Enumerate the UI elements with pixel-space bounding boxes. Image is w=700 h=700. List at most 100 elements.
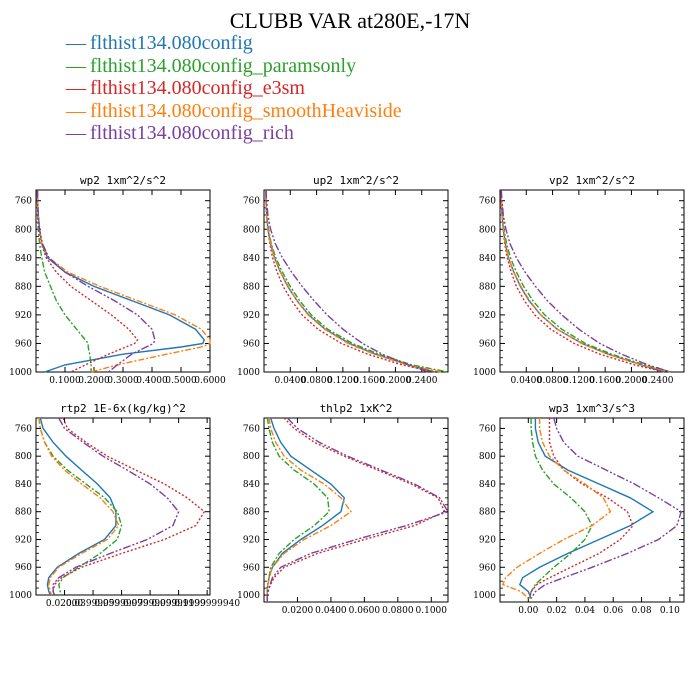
x-tick-label: 0.1200 — [327, 376, 359, 386]
x-tick-label: 0.0200 — [282, 606, 314, 616]
y-tick-label: 880 — [479, 282, 496, 292]
series-line — [38, 417, 120, 596]
x-tick-label: 0.00 — [518, 606, 538, 616]
plot-frame — [263, 417, 449, 603]
legend-line-icon: — — [66, 32, 86, 54]
y-tick-label: 920 — [15, 311, 32, 321]
y-tick-label: 840 — [15, 480, 32, 490]
y-tick-label: 840 — [243, 254, 260, 264]
y-tick-label: 960 — [243, 339, 260, 349]
series-line — [529, 418, 593, 599]
legend-label: flthist134.080config_smoothHeaviside — [90, 99, 402, 122]
x-tick-label: 0.2400 — [642, 376, 674, 386]
legend-entry: — flthist134.080config — [66, 32, 402, 55]
y-tick-label: 920 — [479, 311, 496, 321]
y-tick-label: 960 — [15, 563, 32, 573]
y-tick-label: 880 — [479, 508, 496, 518]
panel-title: wp3 1xm^3/s^3 — [549, 402, 635, 415]
x-tick-label: 0.09999999 — [151, 599, 206, 609]
plot-frame — [35, 189, 211, 373]
x-tick-label: 0.1199999940 — [174, 599, 240, 609]
x-tick-label: 0.08 — [632, 606, 652, 616]
y-tick-label: 800 — [243, 452, 260, 462]
series-line — [38, 417, 123, 596]
x-tick-label: 0.0600 — [349, 606, 381, 616]
y-tick-label: 760 — [243, 424, 260, 434]
series-line — [265, 190, 436, 373]
legend-line-icon: — — [66, 54, 86, 77]
legend-label: flthist134.080config_e3sm — [90, 77, 305, 99]
series-line — [265, 189, 429, 373]
y-tick-label: 960 — [479, 339, 496, 349]
legend-label: flthist134.080config — [90, 32, 253, 54]
x-tick-label: 0.2000 — [380, 376, 412, 386]
y-tick-label: 1000 — [473, 591, 496, 601]
panel-6: wp3 1xm^3/s^3 760 800 840 880 920 960 1000 0.00 0… — [473, 402, 685, 616]
panel-title: up2 1xm^2/s^2 — [313, 174, 399, 187]
y-tick-label: 880 — [15, 508, 32, 518]
panel-title: thlp2 1xK^2 — [320, 402, 393, 415]
panel-title: vp2 1xm^2/s^2 — [549, 174, 635, 187]
legend-label: flthist134.080config_rich — [90, 122, 294, 144]
legend-entry: — flthist134.080config_rich — [66, 122, 402, 145]
plot-frame — [499, 417, 685, 603]
panel-3: vp2 1xm^2/s^2 760 800 840 880 920 960 1000 0.040… — [473, 174, 685, 386]
x-tick-label: 0.1000 — [49, 376, 81, 386]
legend-label: flthist134.080config_paramsonly — [90, 54, 357, 77]
legend-entry: — flthist134.080config_paramsonly — [66, 55, 402, 78]
x-tick-label: 0.05999999 — [94, 599, 149, 609]
series-line — [36, 190, 92, 372]
y-tick-label: 760 — [15, 424, 32, 434]
y-tick-label: 1000 — [9, 591, 32, 601]
series-line — [36, 190, 205, 373]
x-tick-label: 0.0800 — [382, 606, 414, 616]
series-line — [500, 190, 665, 373]
series-line — [36, 190, 156, 373]
x-tick-label: 0.02000 — [46, 599, 83, 609]
series-line — [265, 190, 442, 373]
x-tick-label: 0.07999999 — [123, 599, 178, 609]
y-tick-label: 800 — [479, 452, 496, 462]
x-tick-label: 0.0800 — [301, 376, 333, 386]
legend-line-icon: — — [66, 77, 86, 99]
x-tick-label: 0.1600 — [589, 376, 621, 386]
series-line — [518, 418, 655, 599]
y-tick-label: 840 — [479, 254, 496, 264]
series-line — [529, 418, 634, 599]
y-tick-label: 800 — [15, 452, 32, 462]
y-tick-label: 1000 — [237, 591, 260, 601]
y-tick-label: 800 — [15, 225, 32, 235]
series-line — [36, 190, 139, 373]
y-tick-label: 960 — [479, 563, 496, 573]
plot-frame — [499, 189, 685, 373]
y-tick-label: 800 — [243, 225, 260, 235]
series-line — [266, 417, 450, 602]
y-tick-label: 880 — [243, 508, 260, 518]
y-tick-label: 760 — [15, 197, 32, 207]
legend: — flthist134.080config — flthist134.080con… — [66, 32, 402, 145]
y-tick-label: 880 — [243, 282, 260, 292]
y-tick-label: 1000 — [237, 368, 260, 378]
y-tick-label: 920 — [15, 535, 32, 545]
chart-title: CLUBB VAR at280E,-17N — [229, 8, 471, 33]
x-tick-label: 0.06 — [603, 606, 623, 616]
series-line — [266, 417, 330, 602]
y-tick-label: 840 — [479, 480, 496, 490]
y-tick-label: 1000 — [473, 368, 496, 378]
x-tick-label: 0.3000 — [107, 376, 139, 386]
x-tick-label: 0.1600 — [353, 376, 385, 386]
series-line — [500, 190, 672, 373]
x-tick-label: 0.1000 — [416, 606, 448, 616]
x-tick-label: 0.10 — [660, 606, 680, 616]
series-line — [36, 190, 211, 373]
x-tick-label: 0.03999999 — [66, 599, 121, 609]
legend-entry: — flthist134.080config_smoothHeaviside — [66, 100, 402, 123]
series-line — [52, 417, 206, 596]
y-tick-label: 920 — [243, 536, 260, 546]
series-line — [265, 190, 449, 373]
series-line — [500, 190, 665, 373]
x-tick-label: 0.5000 — [165, 376, 197, 386]
y-tick-label: 920 — [243, 311, 260, 321]
